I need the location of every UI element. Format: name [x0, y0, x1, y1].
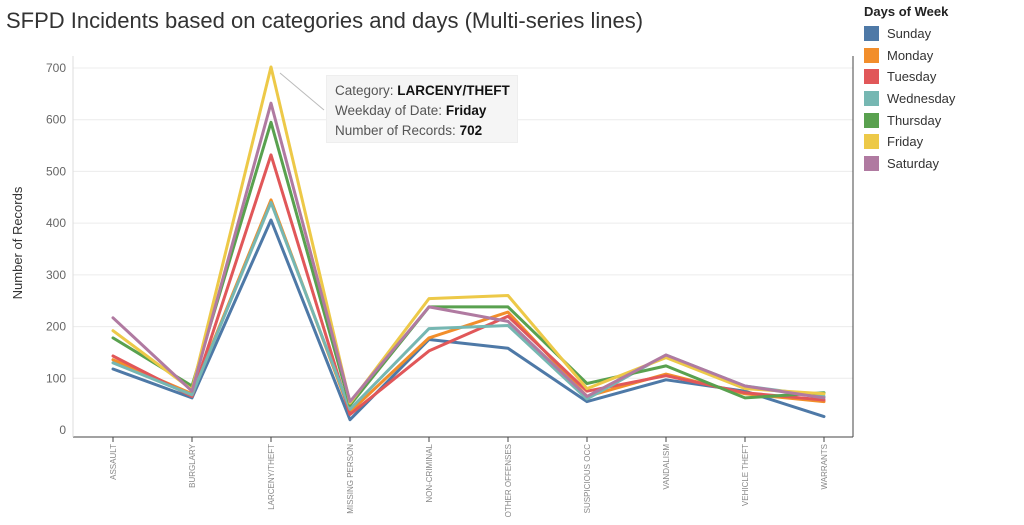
legend-swatch [864, 155, 879, 171]
y-tick-label: 400 [46, 216, 66, 230]
legend-swatch [864, 112, 879, 128]
y-tick-label: 500 [46, 164, 66, 178]
legend-label: Thursday [887, 112, 942, 128]
axes: 0 100 200 300 400 500 600 700 Number of Records A… [10, 56, 854, 517]
legend-label: Saturday [887, 155, 940, 171]
x-category-label: LARCENY/THEFT [267, 444, 276, 510]
x-category-label: ASSAULT [109, 444, 118, 480]
legend-label: Friday [887, 134, 924, 150]
legend-swatch [864, 26, 879, 42]
legend-label: Monday [887, 47, 934, 63]
series-line-thursday[interactable] [111, 120, 826, 407]
series-line-sunday[interactable] [111, 218, 826, 422]
x-category-label: MISSING PERSON [346, 444, 355, 514]
x-category-label: VANDALISM [662, 444, 671, 490]
y-axis-title: Number of Records [10, 186, 25, 299]
legend-label: Wednesday [887, 91, 956, 107]
tooltip-label: Category: [335, 83, 394, 98]
legend-items: Sunday Monday Tuesday Wednesday Thursday Frid… [864, 23, 1020, 174]
legend-swatch [864, 134, 879, 150]
y-tick-label: 700 [46, 61, 66, 75]
legend-swatch [864, 69, 879, 85]
x-category-label: NON-CRIMINAL [425, 443, 434, 502]
legend: Days of Week Sunday Monday Tuesday Wednesda… [864, 4, 1020, 174]
tooltip-value: 702 [459, 123, 483, 138]
tooltip-row-records: Number of Records: 702 [335, 121, 517, 141]
legend-item-monday[interactable]: Monday [864, 45, 1020, 67]
legend-item-thursday[interactable]: Thursday [864, 109, 1020, 131]
tooltip-label: Number of Records: [335, 123, 456, 138]
series-line-tuesday[interactable] [111, 153, 826, 416]
chart-title: SFPD Incidents based on categories and d… [6, 8, 644, 33]
tooltip-row-category: Category: LARCENY/THEFT [335, 81, 517, 101]
legend-swatch [864, 47, 879, 63]
legend-item-wednesday[interactable]: Wednesday [864, 88, 1020, 110]
x-category-label: BURGLARY [188, 443, 197, 488]
legend-item-sunday[interactable]: Sunday [864, 23, 1020, 45]
tooltip-value: LARCENY/THEFT [397, 83, 510, 98]
x-category-label: OTHER OFFENSES [504, 444, 513, 517]
x-category-label: VEHICLE THEFT [741, 444, 750, 506]
y-tick-label: 300 [46, 268, 66, 282]
tooltip: Category: LARCENY/THEFT Weekday of Date:… [326, 75, 518, 143]
legend-title: Days of Week [864, 4, 949, 19]
legend-item-friday[interactable]: Friday [864, 131, 1020, 153]
x-category-label: WARRANTS [820, 444, 829, 489]
legend-label: Tuesday [887, 69, 937, 85]
tooltip-pointer [279, 72, 325, 111]
y-tick-label: 600 [46, 113, 66, 127]
y-tick-label: 100 [46, 371, 66, 385]
legend-item-saturday[interactable]: Saturday [864, 153, 1020, 175]
legend-swatch [864, 91, 879, 107]
tooltip-value: Friday [445, 103, 487, 118]
x-category-label: SUSPICIOUS OCC [583, 444, 592, 514]
legend-item-tuesday[interactable]: Tuesday [864, 66, 1020, 88]
series-lines [111, 65, 826, 422]
y-tick-label: 0 [59, 423, 66, 437]
tooltip-label: Weekday of Date: [335, 103, 443, 118]
legend-label: Sunday [887, 26, 932, 42]
series-line-saturday[interactable] [111, 101, 826, 404]
y-tick-label: 200 [46, 320, 66, 334]
line-chart: 0 100 200 300 400 500 600 700 Number of Records A… [10, 56, 854, 517]
tooltip-row-weekday: Weekday of Date: Friday [335, 101, 517, 121]
series-line-friday[interactable] [111, 65, 826, 405]
